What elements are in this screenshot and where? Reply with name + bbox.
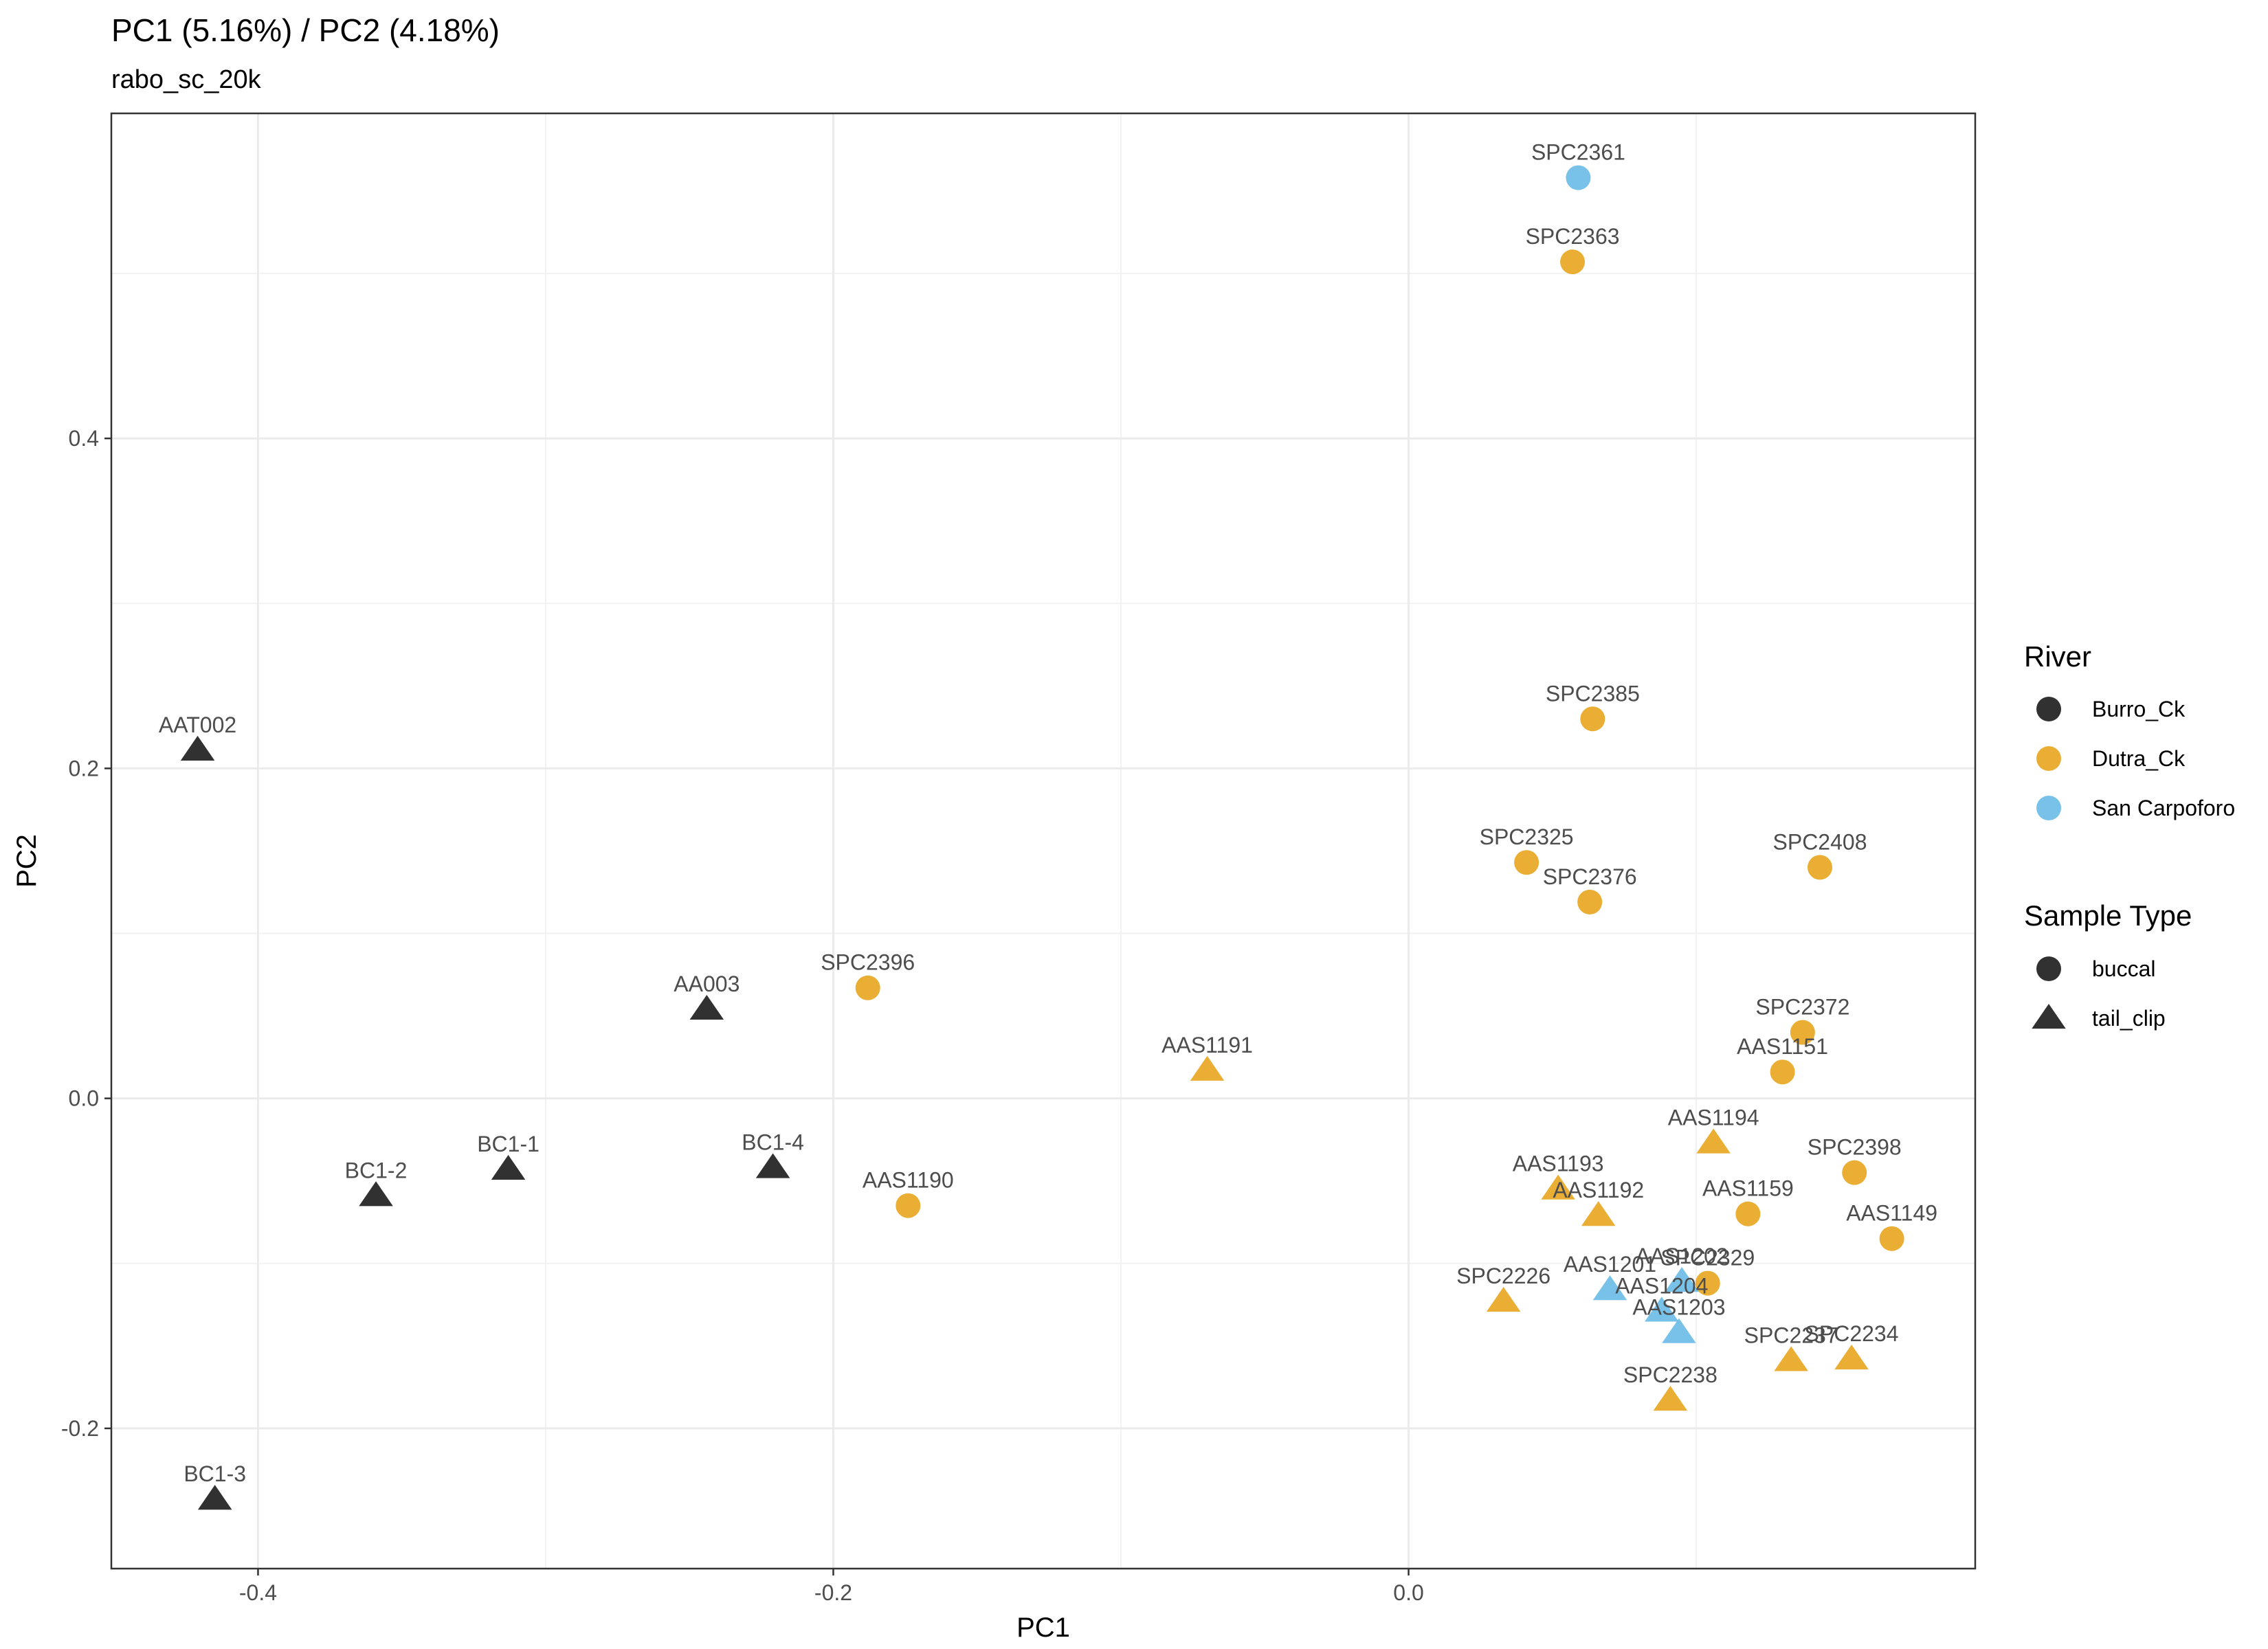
point-label-spc2361: SPC2361 bbox=[1531, 140, 1625, 165]
point-spc2385 bbox=[1580, 706, 1605, 732]
x-axis-title: PC1 bbox=[1016, 1613, 1070, 1643]
point-bc1-4 bbox=[755, 1153, 790, 1178]
minor-gridlines bbox=[111, 113, 1975, 1569]
point-spc2408 bbox=[1808, 855, 1832, 880]
point-label-spc2385: SPC2385 bbox=[1546, 681, 1640, 706]
point-aas1202 bbox=[1665, 1267, 1699, 1292]
legend-sample-type-title: Sample Type bbox=[2024, 899, 2192, 932]
legend-label-dutra-ck: Dutra_Ck bbox=[2092, 746, 2186, 771]
point-aat002 bbox=[180, 735, 215, 761]
point-label-spc2329: SPC2329 bbox=[1660, 1246, 1755, 1270]
point-label-aa003: AA003 bbox=[674, 972, 740, 996]
point-spc2234 bbox=[1834, 1345, 1869, 1370]
point-label-aas1151: AAS1151 bbox=[1737, 1034, 1828, 1059]
point-spc2226 bbox=[1486, 1286, 1521, 1312]
point-label-aas1193: AAS1193 bbox=[1513, 1152, 1604, 1176]
point-label-spc2237: SPC2237 bbox=[1744, 1323, 1838, 1347]
x-tick-label: -0.2 bbox=[814, 1580, 852, 1605]
legend-river-title: River bbox=[2024, 640, 2091, 673]
point-bc1-3 bbox=[197, 1485, 232, 1510]
point-label-aas1202: AAS1202 bbox=[1636, 1244, 1728, 1268]
point-label-aat002: AAT002 bbox=[159, 713, 236, 737]
point-aas1203 bbox=[1662, 1318, 1696, 1343]
point-spc2376 bbox=[1577, 889, 1603, 915]
legend-river-items: Burro_Ck Dutra_Ck San Carpoforo bbox=[2036, 697, 2235, 820]
point-label-spc2238: SPC2238 bbox=[1623, 1362, 1717, 1387]
x-tick-label: -0.4 bbox=[239, 1580, 277, 1605]
point-label-aas1194: AAS1194 bbox=[1668, 1105, 1759, 1130]
point-label-spc2226: SPC2226 bbox=[1456, 1264, 1550, 1288]
plot-panel-background bbox=[111, 113, 1975, 1569]
point-label-bc1-1: BC1-1 bbox=[477, 1132, 540, 1156]
point-aas1149 bbox=[1879, 1226, 1904, 1251]
point-aas1192 bbox=[1581, 1201, 1616, 1226]
y-tick-label: -0.2 bbox=[61, 1416, 99, 1441]
chart-title: PC1 (5.16%) / PC2 (4.18%) bbox=[111, 12, 500, 48]
point-bc1-1 bbox=[491, 1154, 526, 1180]
legend-key-tail-clip bbox=[2032, 1004, 2066, 1029]
point-label-aas1192: AAS1192 bbox=[1553, 1178, 1644, 1202]
point-spc2372 bbox=[1790, 1020, 1815, 1045]
y-tick-label: 0.4 bbox=[69, 426, 99, 451]
point-label-spc2408: SPC2408 bbox=[1773, 829, 1867, 854]
axis-ticks: -0.4 -0.2 0.0 -0.2 0.0 0.2 0.4 bbox=[61, 426, 1424, 1605]
point-aas1191 bbox=[1190, 1055, 1225, 1081]
point-label-aas1159: AAS1159 bbox=[1702, 1176, 1794, 1201]
legend-label-tail-clip: tail_clip bbox=[2092, 1006, 2166, 1031]
major-gridlines bbox=[111, 113, 1975, 1569]
point-aas1201 bbox=[1592, 1275, 1627, 1301]
point-label-bc1-2: BC1-2 bbox=[345, 1158, 408, 1182]
point-bc1-2 bbox=[359, 1181, 393, 1207]
point-label-aas1203: AAS1203 bbox=[1632, 1295, 1725, 1320]
point-label-aas1204: AAS1204 bbox=[1615, 1273, 1708, 1298]
point-aa003 bbox=[689, 994, 724, 1020]
point-label-spc2396: SPC2396 bbox=[821, 950, 915, 975]
y-axis-title: PC2 bbox=[12, 834, 42, 888]
point-spc2329 bbox=[1695, 1270, 1720, 1296]
point-aas1190 bbox=[896, 1193, 921, 1218]
chart-subtitle: rabo_sc_20k bbox=[111, 65, 262, 94]
point-label-spc2234: SPC2234 bbox=[1805, 1321, 1899, 1346]
point-label-bc1-3: BC1-3 bbox=[184, 1461, 246, 1486]
point-spc2361 bbox=[1566, 165, 1591, 190]
point-label-spc2325: SPC2325 bbox=[1480, 824, 1574, 849]
legend-label-buccal: buccal bbox=[2092, 956, 2156, 981]
point-label-spc2363: SPC2363 bbox=[1526, 224, 1620, 249]
y-tick-label: 0.2 bbox=[69, 756, 99, 781]
point-label-spc2398: SPC2398 bbox=[1808, 1135, 1902, 1160]
legend-key-buccal bbox=[2036, 956, 2061, 981]
legend-sample-type-items: buccal tail_clip bbox=[2032, 956, 2166, 1031]
legend-label-burro-ck: Burro_Ck bbox=[2092, 697, 2186, 721]
point-label-aas1190: AAS1190 bbox=[863, 1168, 954, 1193]
point-label-aas1191: AAS1191 bbox=[1161, 1033, 1253, 1057]
point-spc2238 bbox=[1653, 1386, 1688, 1411]
legend-key-dutra-ck bbox=[2036, 746, 2061, 771]
point-spc2237 bbox=[1774, 1346, 1808, 1371]
data-points bbox=[180, 165, 1904, 1510]
point-spc2363 bbox=[1560, 249, 1586, 275]
y-tick-label: 0.0 bbox=[69, 1086, 99, 1111]
point-label-aas1201: AAS1201 bbox=[1564, 1252, 1656, 1277]
point-label-spc2376: SPC2376 bbox=[1543, 864, 1637, 889]
legend-key-san-carpoforo bbox=[2036, 796, 2061, 820]
point-aas1159 bbox=[1735, 1201, 1761, 1226]
legend: River Burro_Ck Dutra_Ck San Carpoforo Samp… bbox=[2024, 640, 2235, 1031]
point-spc2396 bbox=[855, 975, 880, 1000]
plot-panel-border bbox=[110, 112, 1977, 1570]
point-aas1194 bbox=[1696, 1128, 1731, 1154]
point-spc2325 bbox=[1514, 850, 1539, 875]
x-tick-label: 0.0 bbox=[1393, 1580, 1423, 1605]
legend-key-burro-ck bbox=[2036, 697, 2061, 721]
point-aas1151 bbox=[1770, 1059, 1795, 1085]
point-label-aas1149: AAS1149 bbox=[1846, 1201, 1937, 1226]
point-label-spc2372: SPC2372 bbox=[1755, 995, 1849, 1020]
point-spc2398 bbox=[1842, 1160, 1867, 1185]
point-aas1204 bbox=[1645, 1297, 1679, 1322]
point-label-bc1-4: BC1-4 bbox=[742, 1130, 804, 1154]
point-aas1193 bbox=[1541, 1174, 1575, 1200]
point-labels: SPC2361 SPC2363 SPC2385 SPC2325 SPC2408 SPC23… bbox=[159, 140, 1937, 1486]
legend-label-san-carpoforo: San Carpoforo bbox=[2092, 796, 2235, 820]
